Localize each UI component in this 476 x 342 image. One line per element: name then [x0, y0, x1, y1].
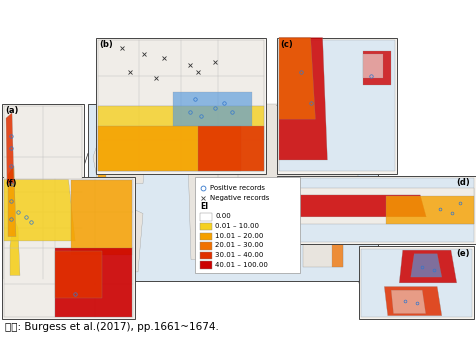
Text: (f): (f) [5, 179, 17, 188]
Polygon shape [196, 242, 210, 260]
Text: 10.01 – 20.00: 10.01 – 20.00 [215, 233, 263, 239]
Polygon shape [411, 254, 442, 277]
Polygon shape [93, 104, 148, 184]
Polygon shape [98, 40, 264, 171]
Polygon shape [118, 210, 135, 249]
Polygon shape [283, 189, 298, 237]
Polygon shape [363, 54, 383, 78]
Polygon shape [98, 106, 264, 171]
Bar [88, 104, 378, 281]
Polygon shape [118, 189, 133, 213]
Polygon shape [193, 104, 218, 154]
Polygon shape [98, 122, 106, 192]
Polygon shape [8, 166, 16, 237]
Text: Negative records: Negative records [210, 195, 269, 201]
Polygon shape [71, 180, 132, 255]
Bar [2, 177, 135, 319]
Polygon shape [279, 178, 474, 242]
Polygon shape [279, 195, 426, 217]
Text: 0.00: 0.00 [215, 213, 231, 220]
Text: 자료: Burgess et al.(2017), pp.1661~1674.: 자료: Burgess et al.(2017), pp.1661~1674. [5, 322, 218, 332]
Polygon shape [4, 106, 82, 279]
Polygon shape [279, 38, 327, 160]
Polygon shape [279, 188, 474, 224]
Polygon shape [303, 213, 343, 267]
Text: (c): (c) [280, 40, 293, 49]
Bar [277, 176, 476, 244]
Polygon shape [283, 192, 343, 228]
Text: 40.01 – 100.00: 40.01 – 100.00 [215, 262, 268, 268]
Polygon shape [140, 104, 153, 136]
Bar [200, 223, 212, 231]
Polygon shape [238, 104, 358, 201]
Bar [96, 38, 266, 174]
Polygon shape [198, 126, 264, 171]
Bar [195, 177, 300, 273]
Bar [2, 104, 84, 281]
Polygon shape [332, 219, 343, 267]
Text: (b): (b) [99, 40, 113, 49]
Bar [277, 38, 397, 174]
Polygon shape [172, 92, 252, 126]
Text: EI: EI [200, 202, 208, 211]
Polygon shape [10, 219, 20, 275]
Polygon shape [218, 143, 243, 184]
Polygon shape [248, 196, 263, 228]
Polygon shape [279, 38, 316, 119]
Bar [200, 213, 212, 221]
Polygon shape [279, 40, 395, 171]
Bar [200, 233, 212, 240]
Text: 20.01 – 30.00: 20.01 – 30.00 [215, 242, 263, 248]
Polygon shape [4, 179, 133, 317]
Polygon shape [399, 250, 457, 283]
Polygon shape [55, 248, 132, 317]
Polygon shape [4, 180, 75, 241]
Bar [359, 247, 474, 319]
Polygon shape [361, 249, 472, 317]
Bar [200, 262, 212, 269]
Polygon shape [110, 207, 143, 272]
Text: 0.01 – 10.00: 0.01 – 10.00 [215, 223, 259, 229]
Text: Positive records: Positive records [210, 185, 265, 190]
Polygon shape [208, 184, 218, 242]
Bar [200, 242, 212, 250]
Polygon shape [384, 287, 442, 316]
Polygon shape [6, 113, 14, 184]
Polygon shape [98, 126, 240, 171]
Polygon shape [188, 154, 223, 260]
Text: (e): (e) [456, 249, 469, 258]
Polygon shape [387, 196, 474, 224]
Polygon shape [391, 290, 426, 314]
Text: 30.01 – 40.00: 30.01 – 40.00 [215, 252, 263, 258]
Polygon shape [363, 51, 391, 85]
Text: (d): (d) [456, 178, 470, 187]
Text: (a): (a) [5, 106, 19, 115]
Polygon shape [55, 251, 102, 298]
Bar [200, 252, 212, 259]
